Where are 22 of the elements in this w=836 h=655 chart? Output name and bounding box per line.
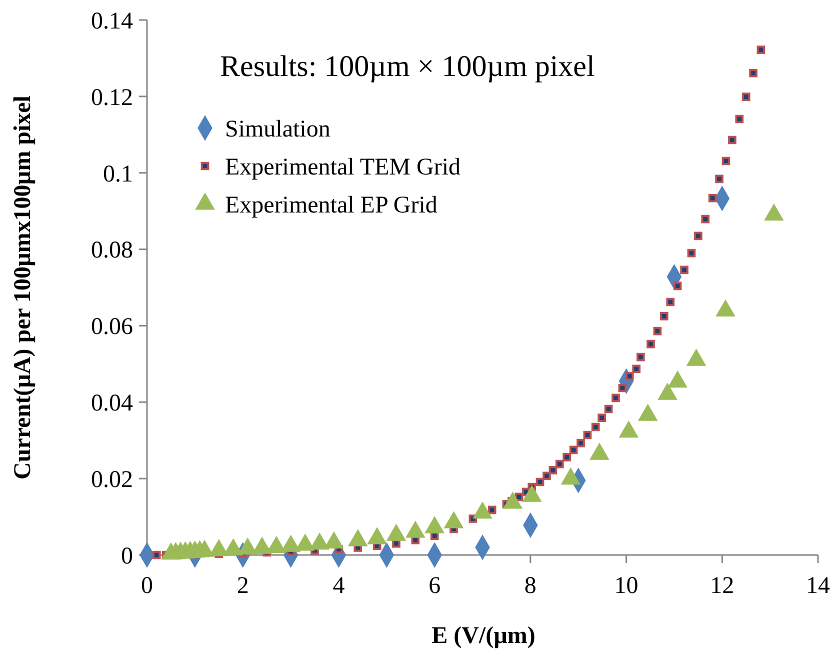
- x-tick-label: 8: [524, 573, 536, 599]
- y-tick-label: 0.14: [91, 8, 133, 34]
- y-tick-label: 0.04: [91, 390, 133, 417]
- y-tick-label: 0.02: [91, 466, 133, 493]
- y-tick-label: 0.08: [91, 238, 133, 264]
- x-tick-label: 12: [710, 573, 734, 599]
- text: Results: 100µm × 100µm pixel: [220, 50, 595, 83]
- y-tick-label: 0: [121, 543, 133, 570]
- x-axis-title: E (V/(µm): [432, 623, 536, 649]
- legend-label: Simulation: [225, 116, 330, 142]
- y-axis-title: Current(µA) per 100µmx100µm pixel: [10, 95, 36, 480]
- y-tick-label: 0.1: [103, 161, 133, 188]
- x-tick-label: 2: [236, 573, 249, 599]
- y-tick-label: 0.12: [91, 84, 133, 111]
- x-tick-label: 6: [428, 573, 441, 599]
- x-tick-label: 0: [141, 573, 153, 599]
- x-tick-label: 10: [614, 573, 638, 599]
- legend-label: Experimental TEM Grid: [225, 154, 460, 180]
- y-tick-label: 0.06: [91, 314, 133, 340]
- legend-label: Experimental EP Grid: [225, 192, 438, 218]
- x-tick-label: 14: [806, 573, 830, 599]
- x-tick-label: 4: [332, 573, 345, 599]
